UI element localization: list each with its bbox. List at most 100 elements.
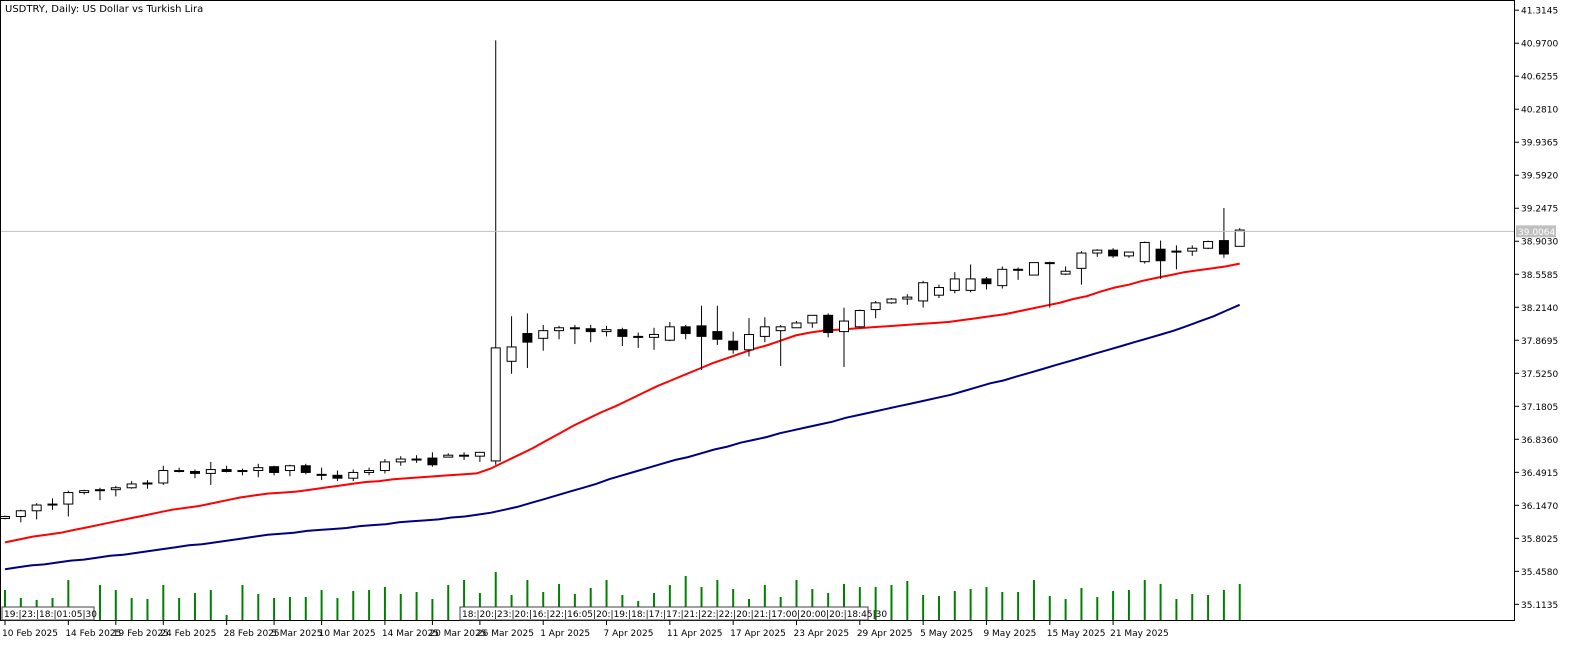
- candle-body-up: [1092, 249, 1103, 254]
- x-tick-label: 17 Apr 2025: [730, 629, 786, 639]
- x-tick-label: 11 Apr 2025: [667, 629, 723, 639]
- candle-body-up: [1076, 252, 1087, 269]
- candle-body-down: [617, 329, 628, 337]
- x-tick-label: 5 Mar 2025: [271, 629, 322, 639]
- x-tick-label: 10 Mar 2025: [319, 629, 376, 639]
- plot-frame: [0, 0, 1515, 621]
- candle-body-up: [1123, 251, 1134, 257]
- y-tick-label: 40.6255: [1521, 73, 1558, 83]
- candle-body-up: [997, 268, 1008, 287]
- candle-body-down: [411, 458, 422, 461]
- candle-body-up: [949, 278, 960, 291]
- y-tick-label: 41.3145: [1521, 7, 1558, 17]
- candle-body-up: [31, 504, 42, 512]
- candle-body-up: [759, 326, 770, 337]
- candle-body-up: [601, 329, 612, 333]
- candle-body-down: [728, 340, 739, 351]
- y-axis: 41.3145 40.9700 40.6255 40.2810 39.9365 39.59…: [1514, 7, 1558, 611]
- candle-body-up: [1139, 241, 1150, 263]
- y-tick-label: 39.9365: [1521, 139, 1558, 149]
- current-price-label: 39.0064: [1518, 228, 1555, 238]
- x-tick-label: 1 Apr 2025: [540, 629, 590, 639]
- chart-title: USDTRY, Daily: US Dollar vs Turkish Lira: [5, 4, 203, 15]
- candle-body-up: [379, 461, 390, 472]
- x-tick-label: 9 May 2025: [983, 629, 1036, 639]
- y-tick-label: 35.8025: [1521, 535, 1558, 545]
- candle-body-up: [1060, 270, 1071, 275]
- y-tick-label: 37.8695: [1521, 337, 1558, 347]
- candle-body-down: [712, 331, 723, 340]
- y-tick-label: 35.4580: [1521, 568, 1558, 578]
- y-tick-label: 36.1470: [1521, 502, 1558, 512]
- candle-body-up: [490, 347, 501, 462]
- candle-body-down: [1108, 249, 1119, 257]
- y-tick-label: 38.9030: [1521, 238, 1558, 248]
- candle-body-down: [269, 466, 280, 473]
- x-tick-label: 21 May 2025: [1110, 629, 1169, 639]
- candle-body-down: [1155, 248, 1166, 262]
- candle-body-up: [1203, 241, 1214, 249]
- candle-body-up: [284, 465, 295, 472]
- candle-body-down: [332, 474, 343, 479]
- candle-body-up: [744, 333, 755, 351]
- candle-body-down: [174, 470, 185, 473]
- candle-body-down: [981, 278, 992, 285]
- candle-body-up: [838, 320, 849, 333]
- candle-body-up: [918, 282, 929, 302]
- candle-body-down: [189, 470, 200, 474]
- x-tick-label: 7 Apr 2025: [604, 629, 654, 639]
- candle-body-up: [807, 314, 818, 324]
- candle-body-down: [1218, 240, 1229, 255]
- candle-body-up: [79, 490, 90, 494]
- session-labels-left: 19:|23:|18:|01:05|30: [4, 610, 97, 620]
- y-tick-label: 36.4915: [1521, 469, 1558, 479]
- y-tick-label: 38.5585: [1521, 271, 1558, 281]
- candle-body-down: [427, 457, 438, 466]
- candle-body-up: [649, 333, 660, 338]
- candle-body-up: [1234, 229, 1245, 247]
- y-tick-label: 35.1135: [1521, 601, 1558, 611]
- x-tick-label: 20 Mar 2025: [429, 629, 486, 639]
- current-price-label-group: 39.0064: [1516, 225, 1556, 238]
- candle-body-down: [316, 473, 327, 476]
- candle-body-up: [965, 278, 976, 291]
- x-tick-label: 10 Feb 2025: [2, 629, 58, 639]
- candle-body-up: [1028, 262, 1039, 276]
- candle-body-up: [664, 326, 675, 341]
- volume-bars: [4, 572, 1241, 620]
- ma-slow-line: [4, 303, 1241, 571]
- candle-body-up: [775, 326, 786, 332]
- candle-body-down: [300, 465, 311, 473]
- y-tick-label: 39.2475: [1521, 205, 1558, 215]
- session-labels-left-box: [1, 606, 95, 621]
- candle-body-up: [142, 482, 153, 485]
- candle-body-down: [633, 335, 644, 338]
- y-tick-label: 36.8360: [1521, 436, 1558, 446]
- x-tick-label: 24 Feb 2025: [160, 629, 216, 639]
- x-tick-label: 28 Feb 2025: [224, 629, 280, 639]
- candle-body-down: [680, 326, 691, 335]
- candle-body-up: [443, 454, 454, 458]
- candle-body-up: [158, 470, 169, 484]
- candle-body-up: [237, 470, 248, 473]
- candles: [0, 40, 1245, 523]
- candle-body-up: [870, 302, 881, 311]
- candle-body-up: [348, 471, 359, 479]
- y-tick-label: 37.5250: [1521, 370, 1558, 380]
- candle-body-down: [823, 314, 834, 334]
- y-tick-label: 40.2810: [1521, 106, 1558, 116]
- candle-body-up: [94, 489, 105, 492]
- candle-body-up: [395, 458, 406, 463]
- y-tick-label: 37.1805: [1521, 403, 1558, 413]
- session-labels: 19:|23:|18:|01:05|30 18:|20:|23:|20:|16:…: [1, 606, 887, 621]
- candle-body-up: [933, 287, 944, 296]
- candle-body-up: [63, 492, 74, 505]
- candle-body-down: [221, 469, 232, 472]
- x-tick-label: 14 Mar 2025: [382, 629, 439, 639]
- y-tick-label: 40.9700: [1521, 40, 1558, 50]
- candle-body-down: [1044, 262, 1055, 265]
- candle-body-up: [253, 467, 264, 472]
- current-price-label-bg: [1516, 225, 1556, 238]
